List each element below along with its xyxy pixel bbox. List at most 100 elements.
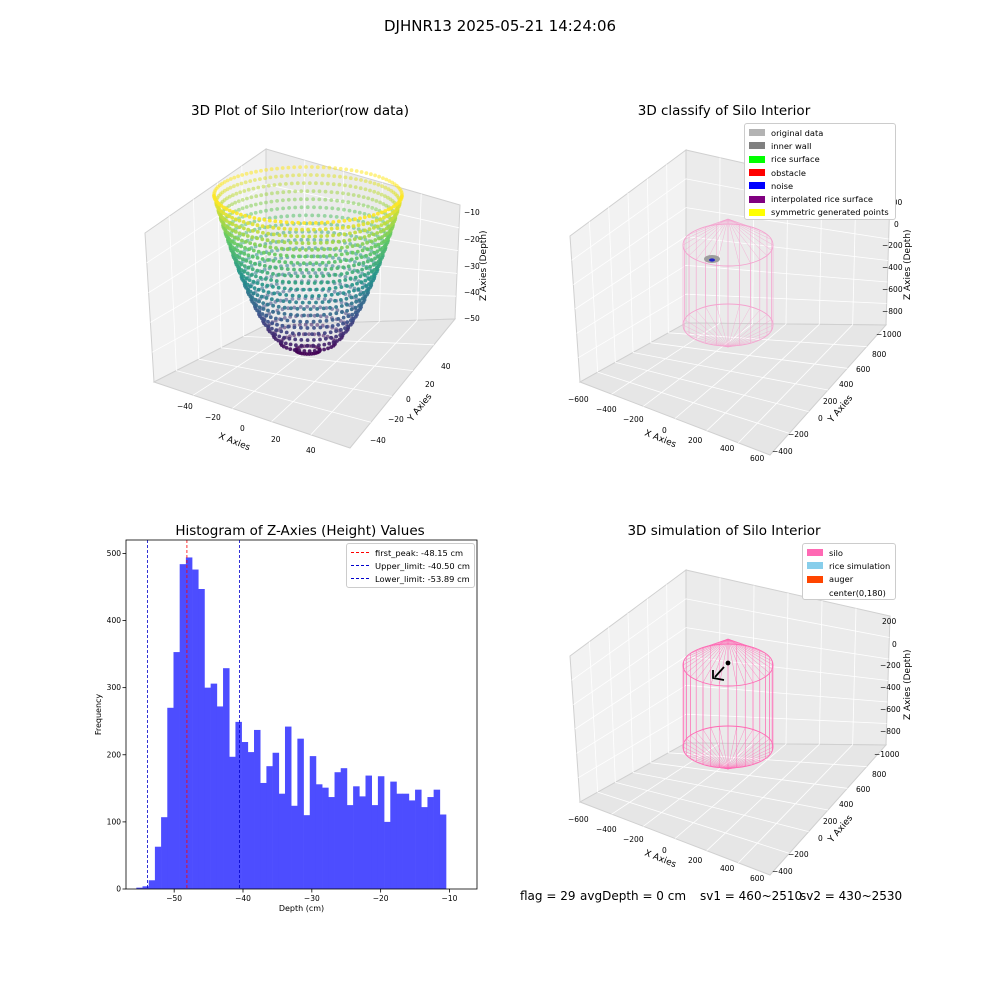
- grid-line: [683, 742, 729, 770]
- raw-point: [261, 184, 266, 189]
- raw-point: [306, 281, 311, 285]
- raw-point: [258, 177, 262, 181]
- raw-point: [344, 296, 349, 301]
- raw-point: [353, 305, 358, 310]
- raw-point: [244, 276, 249, 281]
- raw-point: [289, 181, 294, 186]
- raw-point: [293, 205, 298, 210]
- legend-swatch: [807, 562, 823, 570]
- raw-point: [260, 224, 265, 229]
- raw-point: [267, 218, 272, 223]
- raw-point: [343, 278, 348, 282]
- raw-point: [324, 240, 329, 245]
- raw-point: [239, 181, 244, 186]
- grid-line: [690, 735, 729, 770]
- axis-ticks: −50 −40 −30 −20 −10 0 100 200 300 400 500: [107, 549, 458, 903]
- floor-pane: [152, 318, 457, 449]
- raw-point: [327, 341, 332, 346]
- raw-point: [241, 232, 246, 237]
- raw-point: [362, 212, 367, 216]
- grid-line: [685, 293, 887, 304]
- raw-point: [356, 194, 361, 198]
- simulation-legend-entry: silo: [807, 546, 891, 559]
- raw-point: [354, 177, 358, 181]
- raw-point: [232, 175, 237, 180]
- raw-point: [324, 315, 329, 319]
- raw-point: [299, 189, 304, 194]
- histogram-bars: [136, 557, 447, 889]
- x-tick-label: 40: [306, 446, 316, 455]
- raw-point: [349, 168, 354, 173]
- raw-point: [348, 231, 352, 236]
- simulation-plot-title: 3D simulation of Silo Interior: [627, 523, 821, 539]
- raw-point: [267, 251, 272, 256]
- raw-point: [359, 255, 364, 259]
- raw-point: [289, 306, 293, 311]
- raw-point: [285, 247, 290, 252]
- raw-point: [365, 240, 369, 245]
- raw-point: [244, 230, 249, 235]
- raw-point: [249, 170, 254, 175]
- raw-point: [263, 176, 267, 181]
- raw-point: [266, 183, 271, 188]
- raw-point: [318, 241, 323, 245]
- raw-point: [231, 193, 235, 198]
- raw-point: [377, 174, 381, 179]
- raw-point: [228, 177, 233, 181]
- classify-legend-entry: original data: [749, 126, 891, 139]
- raw-point: [304, 268, 309, 272]
- raw-point: [287, 336, 292, 341]
- raw-point: [357, 236, 362, 240]
- raw-point: [360, 242, 365, 246]
- raw-point: [252, 286, 257, 290]
- raw-point: [356, 202, 361, 207]
- raw-point: [315, 313, 320, 318]
- raw-point: [297, 348, 302, 353]
- raw-point: [268, 265, 273, 269]
- grid-line: [152, 289, 267, 353]
- raw-point: [348, 176, 353, 181]
- raw-point: [366, 196, 371, 201]
- raw-point: [363, 228, 367, 233]
- raw-point: [384, 226, 389, 231]
- grid-line: [192, 323, 305, 396]
- raw-point: [274, 265, 278, 270]
- grid-line: [727, 638, 770, 658]
- raw-point: [274, 279, 279, 283]
- raw-point: [331, 340, 336, 345]
- raw-point: [240, 238, 244, 243]
- raw-point: [242, 189, 247, 193]
- raw-point: [299, 343, 304, 348]
- raw-point: [334, 253, 338, 257]
- raw-point: [225, 196, 229, 201]
- histogram-bar: [365, 775, 372, 889]
- raw-point: [341, 265, 346, 270]
- raw-point: [354, 169, 359, 173]
- raw-point: [281, 206, 285, 211]
- raw-point: [269, 199, 274, 204]
- grid-line: [727, 319, 772, 348]
- raw-point: [373, 238, 378, 242]
- raw-point: [329, 198, 334, 202]
- raw-point: [337, 256, 341, 261]
- raw-point: [307, 234, 312, 239]
- raw-point: [275, 207, 280, 211]
- raw-point: [320, 181, 324, 186]
- raw-point: [383, 209, 388, 213]
- raw-point: [312, 238, 317, 242]
- raw-point: [344, 167, 349, 172]
- raw-point: [328, 247, 333, 251]
- raw-point: [378, 229, 383, 234]
- raw-point: [290, 297, 295, 301]
- raw-point: [339, 272, 344, 276]
- raw-point: [343, 175, 348, 180]
- raw-point: [253, 202, 258, 207]
- raw-point: [302, 274, 306, 279]
- grid-line: [176, 370, 372, 423]
- raw-point: [313, 234, 318, 239]
- grid-line: [198, 358, 393, 397]
- raw-point: [330, 324, 335, 328]
- raw-point: [240, 198, 245, 202]
- grid-line: [705, 306, 729, 348]
- legend-label: obstacle: [771, 167, 806, 178]
